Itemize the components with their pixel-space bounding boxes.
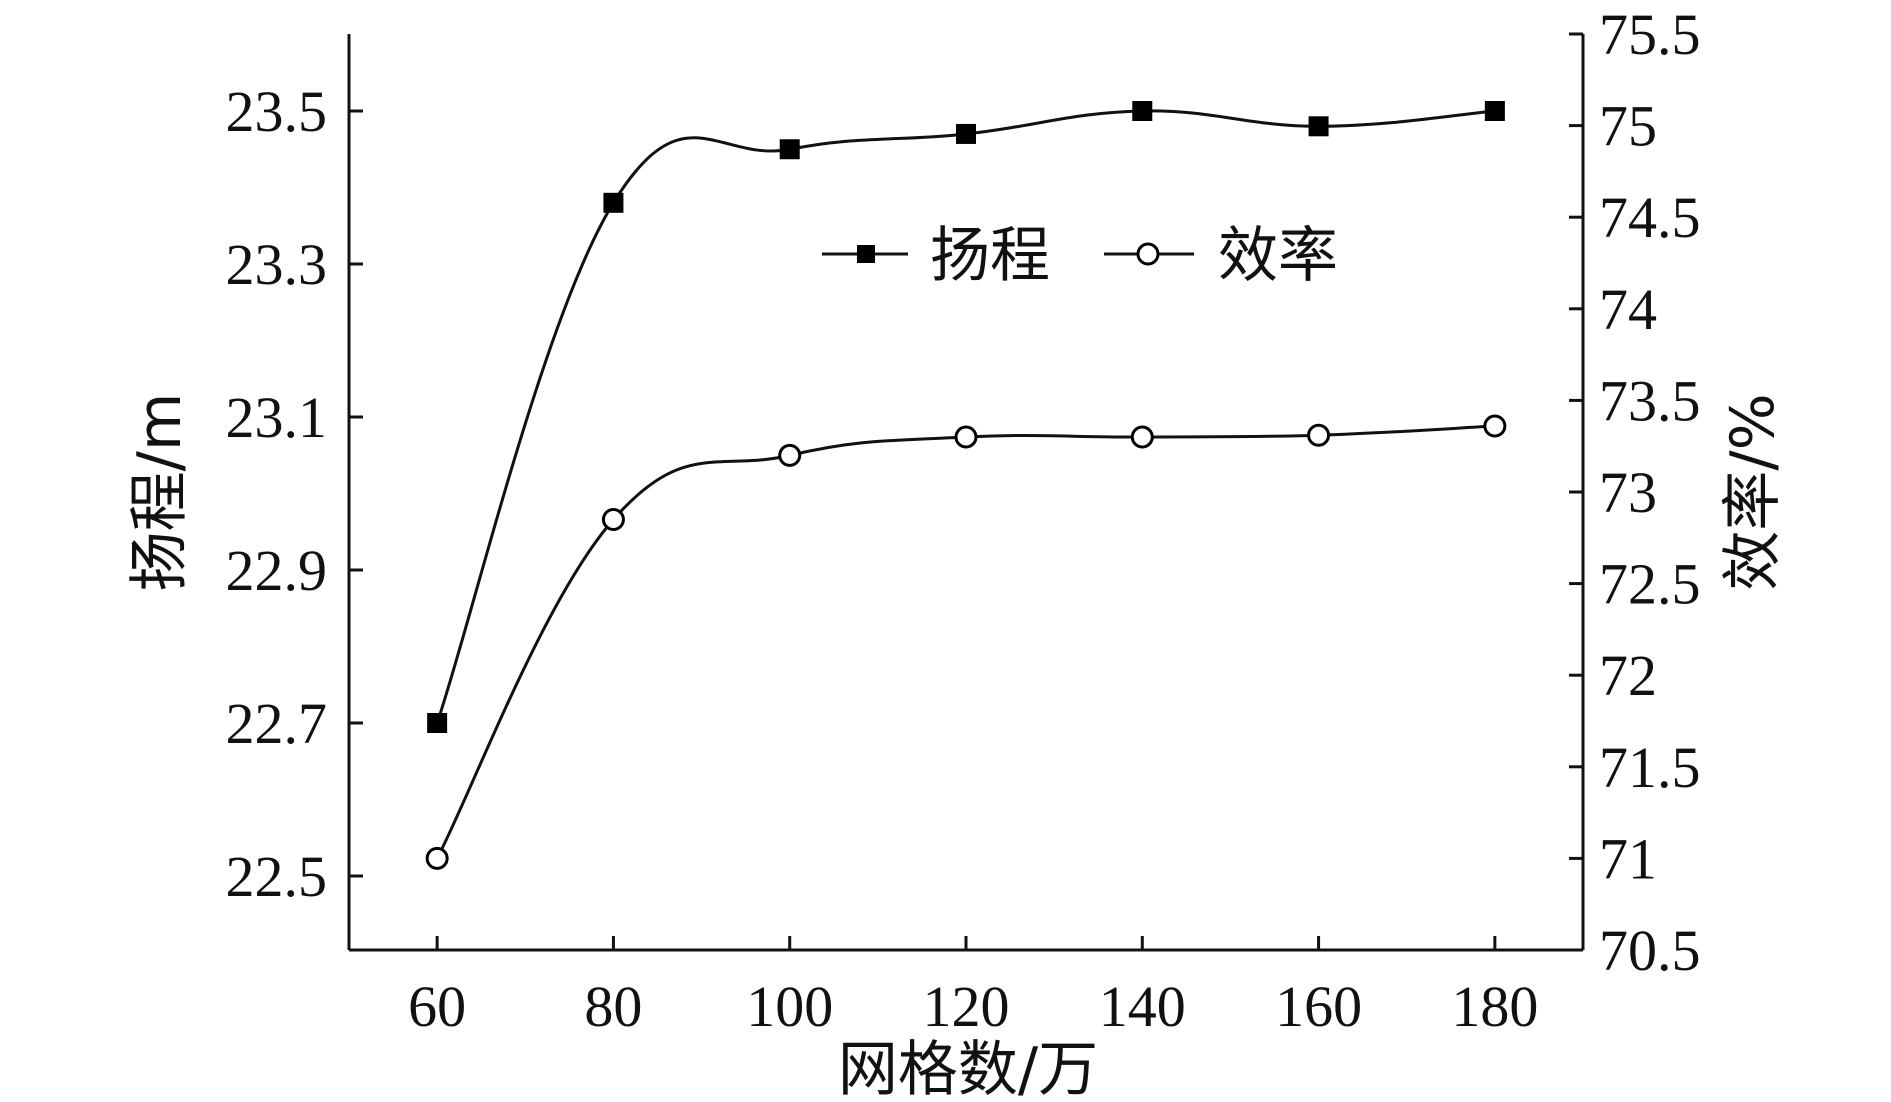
legend-efficiency-marker: [1136, 242, 1160, 266]
efficiency-point-6: [1483, 414, 1507, 438]
efficiency-point-3: [954, 425, 978, 449]
right-y-tick-label-3: 72: [1599, 643, 1657, 708]
x-tick-label-5: 160: [1275, 974, 1362, 1039]
efficiency-point-4: [1130, 425, 1154, 449]
head-point-1: [603, 192, 624, 213]
legend: 扬程 效率: [822, 221, 1338, 291]
left-y-ticks: 22.5 22.7 22.9 23.1 23.3 23.5: [226, 79, 363, 909]
right-y-tick-label-8: 74.5: [1599, 185, 1701, 250]
left-y-tick-label-0: 22.5: [226, 844, 328, 909]
head-point-4: [1132, 101, 1153, 121]
series-line-0: [435, 109, 1495, 724]
right-y-tick-label-10: 75.5: [1599, 2, 1701, 67]
legend-head-marker: [857, 245, 875, 263]
right-y-tick-label-1: 71: [1599, 826, 1657, 891]
right-y-tick-label-7: 74: [1599, 277, 1657, 342]
efficiency-point-0: [425, 846, 449, 870]
left-y-tick-label-3: 23.1: [226, 385, 328, 450]
x-tick-label-4: 140: [1099, 974, 1186, 1039]
head-point-0: [427, 713, 448, 733]
right-y-tick-label-9: 75: [1599, 94, 1657, 159]
x-tick-label-3: 120: [923, 974, 1010, 1039]
x-tick-label-6: 180: [1451, 974, 1538, 1039]
head-point-3: [956, 123, 976, 144]
head-point-2: [779, 139, 800, 160]
x-ticks: 60 80 100 120 140 160 180: [408, 936, 1538, 1039]
efficiency-point-5: [1307, 423, 1331, 447]
left-y-axis-title: 扬程/m: [125, 393, 195, 592]
legend-item-head: 扬程: [822, 221, 1050, 291]
series-layer: [425, 101, 1507, 870]
efficiency-point-2: [778, 443, 802, 467]
legend-item-efficiency: 效率: [1104, 221, 1338, 291]
head-point-5: [1308, 116, 1329, 137]
legend-efficiency-label: 效率: [1218, 221, 1338, 291]
right-y-tick-label-2: 71.5: [1599, 735, 1701, 800]
head-point-6: [1484, 101, 1505, 121]
x-tick-label-2: 100: [746, 974, 833, 1039]
axes: [347, 34, 1585, 952]
x-tick-label-1: 80: [584, 974, 642, 1039]
left-y-tick-label-5: 23.5: [226, 79, 328, 144]
x-tick-label-0: 60: [408, 974, 466, 1039]
right-y-ticks: 70.5 71 71.5 72 72.5 73 73.5 74 74.5 75 75.5: [1569, 2, 1701, 983]
right-y-tick-label-4: 72.5: [1599, 552, 1701, 617]
right-y-tick-label-5: 73: [1599, 460, 1657, 525]
series-line-1: [435, 424, 1495, 860]
efficiency-point-1: [601, 507, 625, 531]
legend-head-label: 扬程: [930, 221, 1050, 291]
left-y-tick-label-4: 23.3: [226, 232, 328, 297]
right-y-axis-title: 效率/%: [1718, 393, 1788, 590]
left-y-tick-label-2: 22.9: [226, 538, 328, 603]
right-y-tick-label-0: 70.5: [1599, 918, 1701, 983]
right-y-tick-label-6: 73.5: [1599, 368, 1701, 433]
left-y-tick-label-1: 22.7: [226, 691, 328, 756]
x-axis-title: 网格数/万: [838, 1035, 1098, 1102]
